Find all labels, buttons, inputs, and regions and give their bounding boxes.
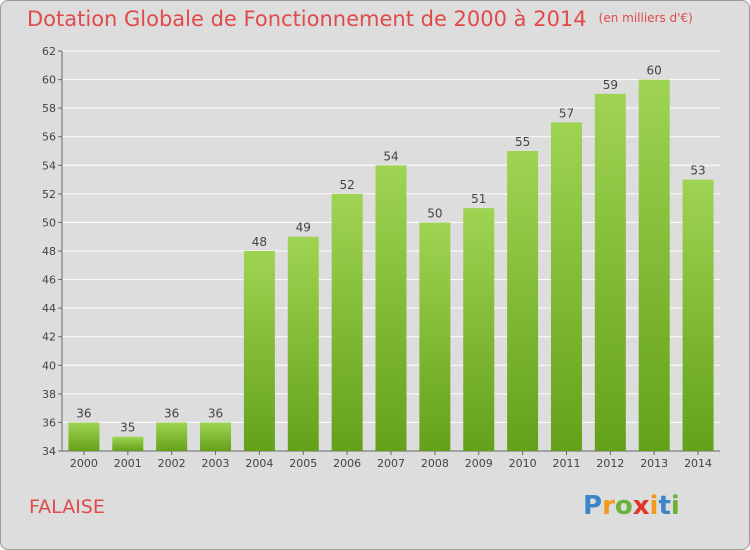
bar-2001 — [112, 436, 144, 451]
logo-letter: i — [670, 491, 680, 521]
bar-2009 — [463, 208, 495, 451]
x-tick-label: 2014 — [684, 457, 712, 470]
y-tick-labels: 34 36 38 40 42 44 46 48 50 52 54 56 58 60 62 — [42, 45, 56, 458]
data-label-2000: 36 — [76, 406, 91, 420]
bar-2013 — [638, 79, 670, 452]
x-tick-label: 2007 — [377, 457, 405, 470]
y-tick-label: 42 — [42, 331, 56, 344]
x-tick-label: 2003 — [202, 457, 230, 470]
x-tick-label: 2009 — [465, 457, 493, 470]
x-tick-label: 2005 — [289, 457, 317, 470]
y-tick-label: 46 — [42, 274, 56, 287]
x-tick-label: 2002 — [158, 457, 186, 470]
logo-letter: x — [632, 491, 650, 521]
y-tick-label: 54 — [42, 159, 56, 172]
data-label-2009: 51 — [471, 192, 486, 206]
y-tick-label: 38 — [42, 388, 56, 401]
data-label-2011: 57 — [559, 106, 574, 120]
y-tick-label: 50 — [42, 216, 56, 229]
data-labels: 36 35 36 36 48 49 52 54 50 51 55 57 59 60 53 — [76, 64, 705, 435]
unit-label: (en milliers d'€) — [598, 11, 693, 25]
y-tick-label: 58 — [42, 102, 56, 115]
data-label-2013: 60 — [647, 64, 662, 78]
data-label-2014: 53 — [690, 164, 705, 178]
x-tick-label: 2010 — [509, 457, 537, 470]
data-label-2010: 55 — [515, 135, 530, 149]
bar-2000 — [68, 422, 100, 451]
chart-title: Dotation Globale de Fonctionnement de 20… — [27, 7, 693, 31]
city-name: FALAISE — [29, 496, 105, 518]
x-tick-labels: 2000 2001 2002 2003 2004 2005 2006 2007 2008 2009… — [70, 457, 712, 470]
bar-2005 — [287, 236, 319, 451]
data-label-2007: 54 — [383, 149, 398, 163]
x-tick-label: 2011 — [552, 457, 580, 470]
bar-2002 — [156, 422, 188, 451]
logo-letter: o — [614, 491, 633, 521]
data-label-2003: 36 — [208, 406, 223, 420]
logo-letter: r — [602, 491, 615, 521]
bar-2003 — [200, 422, 232, 451]
y-tick-label: 40 — [42, 359, 56, 372]
y-tick-label: 48 — [42, 245, 56, 258]
data-label-2008: 50 — [427, 206, 442, 220]
y-tick-label: 34 — [42, 445, 56, 458]
x-tick-label: 2004 — [245, 457, 273, 470]
y-tick-label: 36 — [42, 416, 56, 429]
bars — [68, 79, 714, 452]
x-tick-label: 2012 — [596, 457, 624, 470]
bar-2006 — [331, 193, 363, 451]
y-tick-label: 56 — [42, 131, 56, 144]
y-tick-label: 62 — [42, 45, 56, 58]
bar-2014 — [682, 179, 714, 452]
x-tick-label: 2001 — [114, 457, 142, 470]
bar-2011 — [550, 122, 582, 451]
data-label-2006: 52 — [339, 178, 354, 192]
data-label-2004: 48 — [252, 235, 267, 249]
logo-letter: P — [583, 491, 603, 521]
data-label-2005: 49 — [296, 221, 311, 235]
data-label-2002: 36 — [164, 406, 179, 420]
proxiti-logo: Proxiti — [583, 491, 680, 521]
data-label-2012: 59 — [603, 78, 618, 92]
title-text: Dotation Globale de Fonctionnement de 20… — [27, 7, 587, 31]
bar-2004 — [243, 251, 275, 451]
x-tick-label: 2000 — [70, 457, 98, 470]
x-tick-label: 2008 — [421, 457, 449, 470]
logo-letter: i — [649, 491, 659, 521]
bar-2008 — [419, 222, 451, 451]
y-tick-label: 44 — [42, 302, 56, 315]
data-label-2001: 35 — [120, 421, 135, 435]
y-tick-label: 52 — [42, 188, 56, 201]
logo-letter: t — [658, 491, 671, 521]
bar-2007 — [375, 165, 407, 452]
bar-2012 — [594, 93, 626, 451]
x-tick-label: 2013 — [640, 457, 668, 470]
y-tick-label: 60 — [42, 74, 56, 87]
x-tick-label: 2006 — [333, 457, 361, 470]
bar-2010 — [507, 151, 539, 451]
